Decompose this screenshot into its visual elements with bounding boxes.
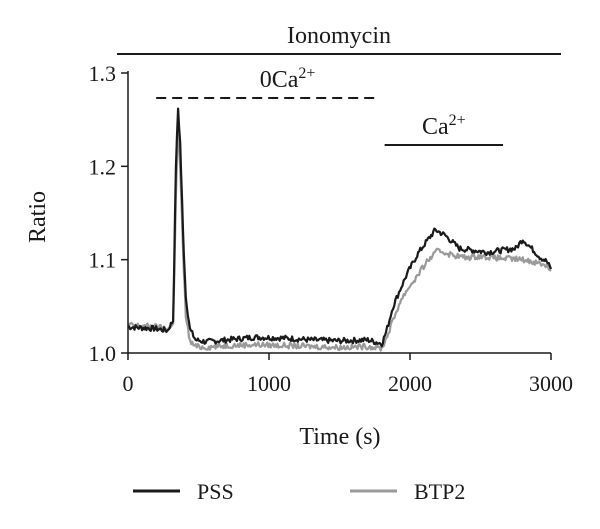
y-axis-label: Ratio [25, 191, 51, 243]
y-tick-label: 1.3 [89, 61, 117, 86]
x-axis-label: Time (s) [299, 424, 380, 450]
treatment-bar-label: Ionomycin [287, 23, 391, 49]
legend-label-btp2: BTP2 [414, 479, 465, 504]
treatment-bars: Ionomycin 0Ca2+ Ca2+ [117, 23, 561, 146]
x-tick-label: 2000 [388, 371, 432, 396]
y-tick-label: 1.1 [89, 248, 117, 273]
treatment-bar-label: Ca2+ [422, 112, 466, 140]
y-tick-label: 1.2 [89, 154, 117, 179]
x-tick-label: 3000 [529, 371, 573, 396]
treatment-bar-label: 0Ca2+ [260, 65, 316, 93]
axes: 1.0 1.1 1.2 1.3 0 1000 2000 3000 [89, 61, 574, 396]
series-line-pss [127, 107, 553, 348]
x-tick-label: 1000 [247, 371, 291, 396]
plot-area [127, 107, 553, 352]
legend-label-pss: PSS [197, 479, 234, 504]
legend: PSS BTP2 [133, 479, 465, 504]
y-tick-label: 1.0 [89, 341, 117, 366]
series-line-btp2 [127, 121, 552, 352]
x-tick-label: 0 [123, 371, 134, 396]
